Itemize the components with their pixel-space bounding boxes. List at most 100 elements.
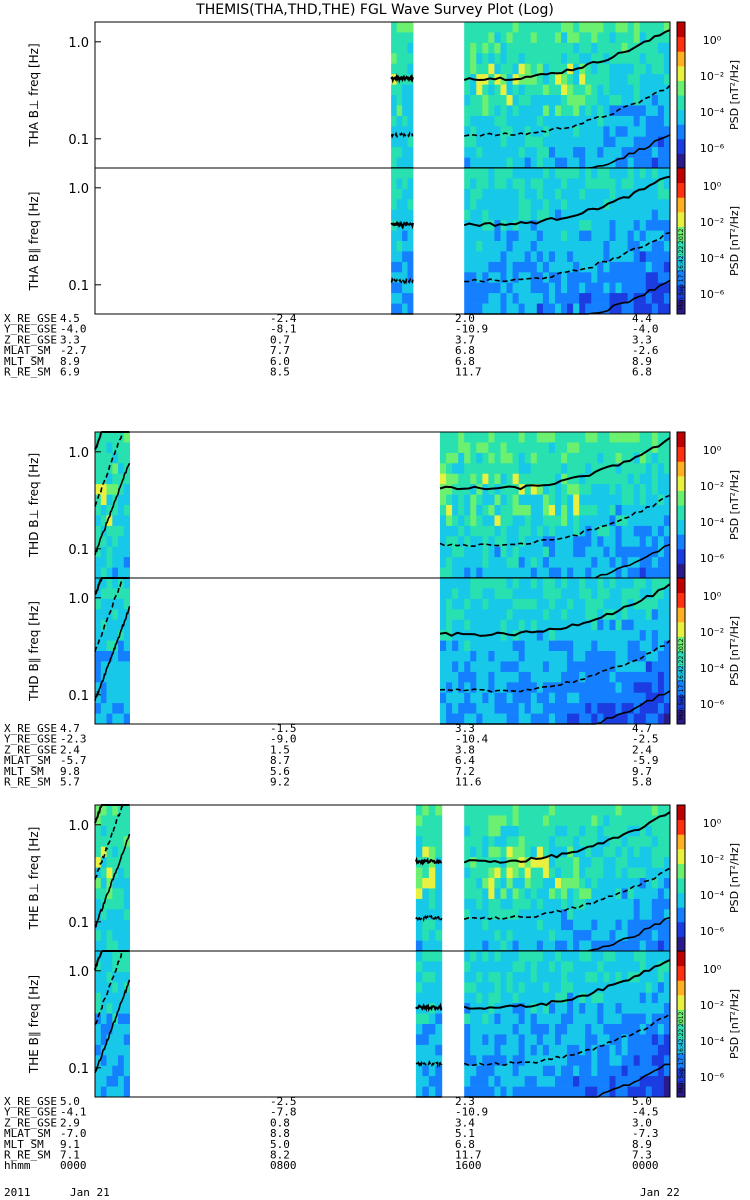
psd-cell bbox=[591, 432, 598, 443]
psd-cell bbox=[446, 692, 453, 704]
psd-cell bbox=[494, 463, 501, 475]
colorbar-tick-label: 10⁰ bbox=[703, 963, 722, 976]
panel-ylabel: THA B∥ freq [Hz] bbox=[27, 192, 41, 292]
psd-cell bbox=[494, 909, 501, 921]
psd-cell bbox=[627, 692, 635, 704]
psd-cell bbox=[494, 494, 501, 506]
psd-cell bbox=[621, 815, 629, 827]
psd-cell bbox=[482, 1013, 489, 1025]
psd-cell bbox=[506, 188, 513, 200]
psd-cell bbox=[524, 463, 532, 475]
psd-cell bbox=[645, 147, 653, 158]
psd-cell bbox=[458, 651, 465, 662]
psd-cell bbox=[567, 74, 574, 85]
psd-cell bbox=[579, 178, 586, 190]
psd-cell bbox=[422, 825, 430, 837]
psd-cell bbox=[536, 63, 544, 75]
psd-cell bbox=[494, 452, 501, 464]
psd-cell bbox=[542, 484, 550, 495]
psd-cell bbox=[536, 640, 544, 652]
psd-cell bbox=[530, 805, 538, 816]
psd-cell bbox=[633, 857, 641, 868]
psd-cell bbox=[639, 178, 647, 190]
psd-cell bbox=[536, 1024, 544, 1035]
psd-cell bbox=[591, 567, 598, 579]
psd-cell bbox=[106, 1034, 113, 1046]
psd-cell bbox=[567, 682, 574, 694]
psd-cell bbox=[512, 805, 520, 816]
psd-cell bbox=[573, 951, 580, 962]
psd-cell bbox=[524, 567, 532, 579]
psd-cell bbox=[663, 432, 671, 443]
psd-cell bbox=[579, 682, 586, 694]
psd-cell bbox=[402, 147, 408, 158]
psd-cell bbox=[561, 136, 568, 148]
psd-cell bbox=[657, 178, 665, 190]
psd-cell bbox=[633, 251, 641, 263]
psd-cell bbox=[579, 188, 586, 200]
psd-cell bbox=[555, 241, 562, 252]
psd-cell bbox=[100, 836, 107, 848]
psd-cell bbox=[494, 74, 501, 85]
psd-cell bbox=[585, 578, 592, 589]
psd-cell bbox=[452, 671, 459, 683]
psd-cell bbox=[573, 261, 580, 273]
psd-cell bbox=[621, 63, 629, 75]
gyrofrequency-line bbox=[390, 131, 414, 139]
psd-cell bbox=[663, 961, 671, 973]
psd-cell bbox=[645, 951, 653, 962]
psd-cell bbox=[458, 463, 465, 475]
psd-cell bbox=[633, 588, 641, 600]
psd-cell bbox=[446, 536, 453, 548]
psd-cell bbox=[609, 53, 616, 65]
psd-cell bbox=[542, 220, 550, 231]
psd-cell bbox=[407, 293, 414, 304]
psd-cell bbox=[597, 494, 604, 506]
psd-cell bbox=[609, 919, 616, 931]
psd-cell bbox=[621, 588, 629, 600]
psd-cell bbox=[609, 272, 616, 284]
ephemeris-value: 8.5 bbox=[270, 366, 290, 379]
psd-cell bbox=[657, 525, 665, 537]
psd-cell bbox=[639, 209, 647, 221]
psd-cell bbox=[645, 836, 653, 848]
psd-cell bbox=[585, 442, 592, 454]
psd-cell bbox=[407, 251, 414, 263]
psd-cell bbox=[573, 272, 580, 284]
psd-cell bbox=[585, 557, 592, 568]
psd-cell bbox=[530, 940, 538, 952]
psd-cell bbox=[470, 282, 477, 294]
psd-cell bbox=[506, 515, 514, 527]
psd-cell bbox=[530, 867, 538, 879]
psd-cell bbox=[609, 961, 616, 973]
psd-cell bbox=[100, 442, 107, 454]
psd-cell bbox=[609, 836, 616, 848]
colorbar-band bbox=[677, 921, 685, 937]
psd-cell bbox=[579, 578, 586, 589]
psd-cell bbox=[561, 619, 568, 631]
psd-cell bbox=[123, 619, 130, 631]
psd-cell bbox=[506, 241, 513, 252]
psd-cell bbox=[100, 1076, 107, 1087]
psd-cell bbox=[402, 95, 408, 106]
psd-cell bbox=[603, 22, 610, 33]
psd-cell bbox=[500, 293, 507, 304]
psd-cell bbox=[657, 661, 665, 673]
psd-cell bbox=[518, 293, 526, 304]
psd-cell bbox=[645, 961, 653, 973]
y-tick-label: 1.0 bbox=[68, 965, 89, 980]
psd-cell bbox=[645, 126, 653, 138]
psd-cell bbox=[561, 188, 568, 200]
psd-cell bbox=[112, 713, 119, 725]
psd-cell bbox=[633, 1065, 641, 1077]
psd-cell bbox=[506, 115, 513, 127]
psd-cell bbox=[651, 992, 659, 1004]
psd-cell bbox=[663, 825, 671, 837]
colorbar-band bbox=[677, 936, 685, 952]
psd-cell bbox=[621, 1003, 629, 1014]
psd-cell bbox=[470, 619, 477, 631]
psd-cell bbox=[518, 515, 526, 527]
psd-cell bbox=[567, 1065, 574, 1077]
psd-cell bbox=[488, 452, 495, 464]
psd-cell bbox=[615, 505, 622, 516]
